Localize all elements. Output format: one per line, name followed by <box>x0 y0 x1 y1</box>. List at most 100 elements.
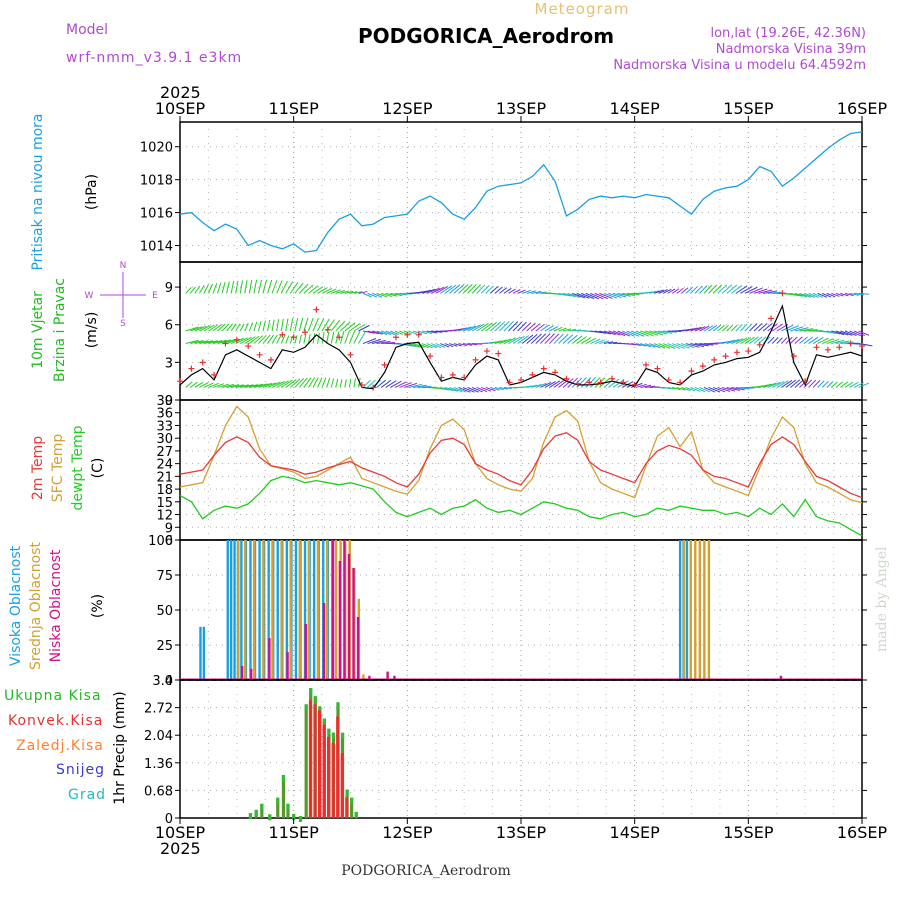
wind-arrow <box>853 382 864 388</box>
temperature-ytick-label: 21 <box>156 470 173 485</box>
wind-arrow <box>603 330 616 336</box>
wind-arrow <box>530 323 541 332</box>
wind-arrow <box>258 382 272 388</box>
wind-gust-mark <box>449 371 456 378</box>
clouds-ytick-label: 100 <box>148 534 173 549</box>
wind-arrow <box>208 324 219 332</box>
wind-arrow <box>685 286 694 294</box>
wind-gust-mark <box>756 341 763 348</box>
wind-arrow <box>849 381 859 388</box>
wind-arrow <box>830 381 838 388</box>
wind-arrow <box>539 333 551 344</box>
wind-gust-mark <box>699 363 706 370</box>
temperature-ytick-label: 36 <box>156 407 173 422</box>
wind-arrow <box>576 292 590 299</box>
wind-arrow <box>217 282 222 294</box>
wind-arrow <box>485 285 494 294</box>
wind-arrow <box>353 324 366 332</box>
wind-arrow <box>240 384 254 388</box>
wind-arrow <box>599 292 613 299</box>
wind-arrow <box>662 343 676 349</box>
cloud-bar-high_cloud <box>303 540 307 680</box>
wind-arrow <box>199 382 209 388</box>
wind-arrow <box>794 327 809 332</box>
wind-arrow <box>680 287 689 294</box>
wind-sub-label: Brzina i Pravac <box>52 278 68 382</box>
station-title: PODGORICA_Aerodrom <box>358 24 614 48</box>
wind-arrow <box>858 292 870 295</box>
wind-arrow <box>831 330 845 336</box>
cloud-bar-mid_cloud <box>362 674 365 680</box>
wind-arrow <box>531 290 542 294</box>
wind-arrow <box>826 330 841 335</box>
wind-arrow <box>835 292 844 297</box>
cloud-bar-mid_cloud <box>694 540 697 680</box>
wind-arrow <box>526 334 538 344</box>
wind-arrow <box>321 332 325 344</box>
wind-arrow <box>449 343 458 347</box>
wind-gust-mark <box>563 375 570 382</box>
precip-bar-conv_precip <box>308 700 313 818</box>
wind-arrow <box>763 290 777 294</box>
wind-arrow <box>771 381 785 388</box>
wind-arrow <box>812 380 821 388</box>
wind-arrow <box>467 386 479 393</box>
wind-arrow <box>703 386 716 393</box>
temp-line-tsfc <box>179 405 863 504</box>
cloud-bar-mid_cloud <box>698 540 702 680</box>
cloud-bar-high_cloud <box>685 540 689 680</box>
wind-arrow <box>831 292 840 297</box>
wind-arrow <box>490 340 503 345</box>
wind-arrow <box>821 380 829 388</box>
wind-arrow <box>835 330 849 336</box>
wind-arrow <box>399 382 412 388</box>
wind-arrow <box>303 284 314 294</box>
wind-arrow <box>712 284 723 294</box>
wind-arrow <box>822 338 834 345</box>
wind-arrow <box>276 380 289 388</box>
wind-arrow <box>231 384 244 388</box>
wind-arrow <box>512 321 523 332</box>
wind-arrow <box>540 324 550 332</box>
cloud-bar-high_cloud <box>285 540 289 680</box>
cloud-bar-mid_cloud <box>253 540 256 680</box>
wind-arrow <box>822 292 832 298</box>
wind-gust-mark <box>643 361 650 368</box>
wind-gust-mark <box>540 365 547 372</box>
precip-bar-total_precip <box>281 774 286 818</box>
wind-arrow <box>503 386 513 390</box>
wind-arrow <box>321 287 333 294</box>
cloud-bar-high_cloud <box>226 540 229 680</box>
precip-bar-cap <box>254 809 258 816</box>
precip-bar-cap <box>276 797 280 804</box>
temperature-ytick-label: 15 <box>156 496 173 511</box>
wind-arrow <box>790 379 801 388</box>
wind-arrow <box>753 288 768 294</box>
wind-arrow <box>471 386 483 393</box>
wind-arrow <box>298 334 302 344</box>
wind-arrow <box>644 385 656 388</box>
clouds-ytick-label: 50 <box>156 604 173 619</box>
wind-arrow <box>271 319 275 332</box>
wind-arrow <box>658 343 671 349</box>
wind-arrow <box>663 330 677 333</box>
wind-gust-mark <box>347 351 354 358</box>
wind-arrow <box>190 326 203 332</box>
wind-arrow <box>435 343 446 348</box>
wind-arrow <box>490 386 500 391</box>
wind-arrow <box>535 382 547 388</box>
wind-arrow <box>499 321 510 332</box>
wind-arrow <box>549 326 559 332</box>
precip-bar-conv_precip <box>340 753 344 818</box>
wind-arrow <box>744 286 758 294</box>
wind-arrow <box>721 284 733 294</box>
cloud-bar-high_cloud <box>312 540 316 680</box>
wind-arrow <box>544 381 556 388</box>
wind-arrow <box>458 343 467 347</box>
wind-arrow <box>512 289 521 294</box>
wind-arrow <box>622 292 636 296</box>
wind-arrow <box>289 378 301 388</box>
wind-arrow <box>658 330 673 334</box>
wind-arrow <box>840 381 849 388</box>
